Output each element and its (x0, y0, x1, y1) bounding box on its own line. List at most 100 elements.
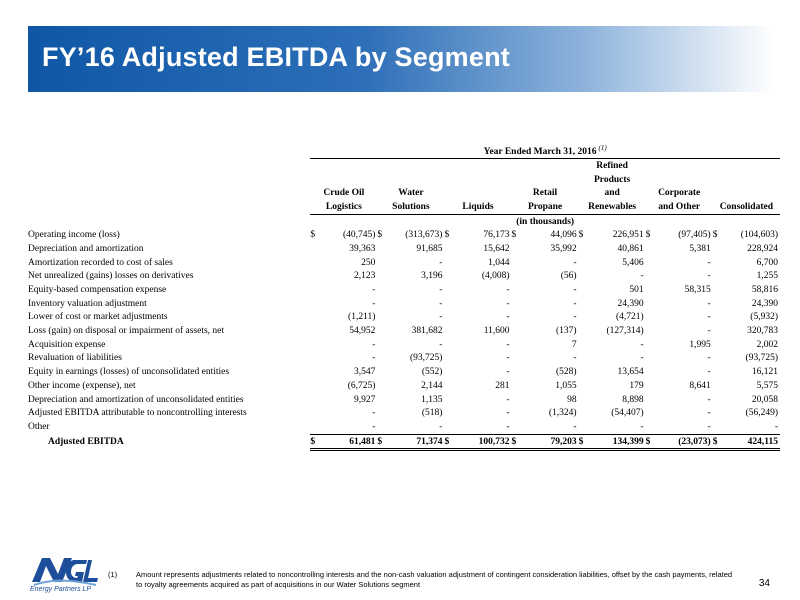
dollar-sign (444, 406, 454, 420)
dollar-sign (310, 338, 320, 352)
value-cell: - (588, 420, 646, 435)
value-cell: (40,745) (342, 230, 376, 241)
units-row: (in thousands) (28, 214, 780, 228)
dollar-sign (579, 324, 589, 338)
dollar-sign: $ (578, 230, 584, 241)
value-cell: - (506, 298, 510, 309)
value-cell: - (640, 271, 644, 282)
table-row: Equity-based compensation expense - - - - 501… (28, 283, 780, 297)
column-header (512, 173, 579, 187)
value-cell: - (707, 326, 711, 337)
dollar-sign (444, 256, 454, 270)
dollar-sign (377, 242, 387, 256)
dollar-sign (444, 338, 454, 352)
value-cell: - (372, 408, 376, 419)
dollar-sign (712, 420, 723, 435)
blank-cell (28, 173, 310, 187)
total-value-cell: 71,374 (387, 434, 445, 452)
dollar-sign (377, 338, 387, 352)
dollar-sign (377, 393, 387, 407)
table-row: Equity in earnings (losses) of unconsoli… (28, 365, 780, 379)
dollar-sign (377, 324, 387, 338)
value-cell: 1,135 (421, 394, 443, 405)
table-row: Acquisition expense - - - 7 - 1,995 2,002 (28, 338, 780, 352)
value-cell: (104,603) (740, 230, 778, 241)
dollar-sign (512, 311, 522, 325)
dollar-sign (512, 242, 522, 256)
value-cell: 3,547 (354, 367, 376, 378)
dollar-sign (444, 365, 454, 379)
dollar-sign (444, 352, 454, 366)
value-cell: 1,044 (488, 257, 510, 268)
value-cell: - (506, 312, 510, 323)
value-cell: 35,992 (550, 243, 577, 254)
value-cell: 226,951 (612, 230, 644, 241)
value-cell: 20,058 (751, 394, 778, 405)
dollar-sign (511, 420, 522, 435)
row-label: Loss (gain) on disposal or impairment of… (28, 326, 225, 337)
value-cell: - (573, 312, 577, 323)
value-cell: (54,407) (611, 408, 644, 419)
value-cell: (56) (560, 271, 577, 282)
dollar-sign (578, 420, 589, 435)
dollar-sign: $ (645, 434, 656, 452)
dollar-sign (646, 379, 656, 393)
dollar-sign (646, 338, 656, 352)
dollar-sign (377, 406, 387, 420)
logo-tagline: Energy Partners LP (30, 586, 92, 593)
value-cell: - (372, 339, 376, 350)
value-cell: - (573, 353, 577, 364)
dollar-sign (646, 283, 656, 297)
value-cell: 44,096 (550, 230, 577, 241)
column-header (444, 186, 511, 200)
dollar-sign (579, 393, 589, 407)
row-label: Amortization recorded to cost of sales (28, 257, 173, 268)
column-header (377, 159, 444, 173)
value-cell: - (640, 339, 644, 350)
total-value-cell: 100,732 (454, 434, 512, 452)
dollar-sign: $ (645, 230, 651, 241)
value-cell: - (707, 312, 711, 323)
value-cell: - (707, 367, 711, 378)
dollar-sign (713, 324, 723, 338)
row-label: Revaluation of liabilities (28, 353, 122, 364)
column-header: Solutions (377, 200, 445, 215)
column-header: Crude Oil (323, 188, 365, 199)
dollar-sign (512, 379, 522, 393)
column-header: and Other (645, 200, 713, 215)
blank-cell (28, 186, 310, 200)
value-cell: - (722, 420, 780, 435)
dollar-sign: $ (712, 434, 723, 452)
period-note: (1) (598, 143, 607, 152)
value-cell: 501 (629, 285, 644, 296)
dollar-sign (310, 270, 320, 284)
dollar-sign (713, 338, 723, 352)
row-label: Net unrealized (gains) losses on derivat… (28, 271, 194, 282)
value-cell: - (454, 420, 512, 435)
value-cell: - (573, 298, 577, 309)
column-header-row: Crude Oil Water Retail and Corporate (28, 186, 780, 200)
value-cell: 24,390 (617, 298, 644, 309)
value-cell: 320,783 (747, 326, 778, 337)
table-row: Adjusted EBITDA attributable to noncontr… (28, 406, 780, 420)
column-header (444, 159, 511, 173)
value-cell: 1,055 (555, 380, 577, 391)
ebitda-table: Year Ended March 31, 2016 (1) Refined Produ… (28, 140, 780, 452)
dollar-sign (579, 270, 589, 284)
column-header: Consolidated (712, 200, 780, 215)
table-row: Net unrealized (gains) losses on derivat… (28, 270, 780, 284)
value-cell: 5,406 (622, 257, 644, 268)
value-cell: 16,121 (751, 367, 778, 378)
value-cell: - (439, 285, 443, 296)
value-cell: 91,685 (416, 243, 443, 254)
dollar-sign (512, 283, 522, 297)
row-label: Inventory valuation adjustment (28, 298, 147, 309)
row-label: Operating income (loss) (28, 230, 120, 241)
value-cell: - (506, 353, 510, 364)
dollar-sign (579, 365, 589, 379)
dollar-sign (713, 283, 723, 297)
column-header: Refined (596, 160, 628, 171)
dollar-sign (579, 283, 589, 297)
dollar-sign (377, 297, 387, 311)
value-cell: (5,932) (750, 312, 778, 323)
